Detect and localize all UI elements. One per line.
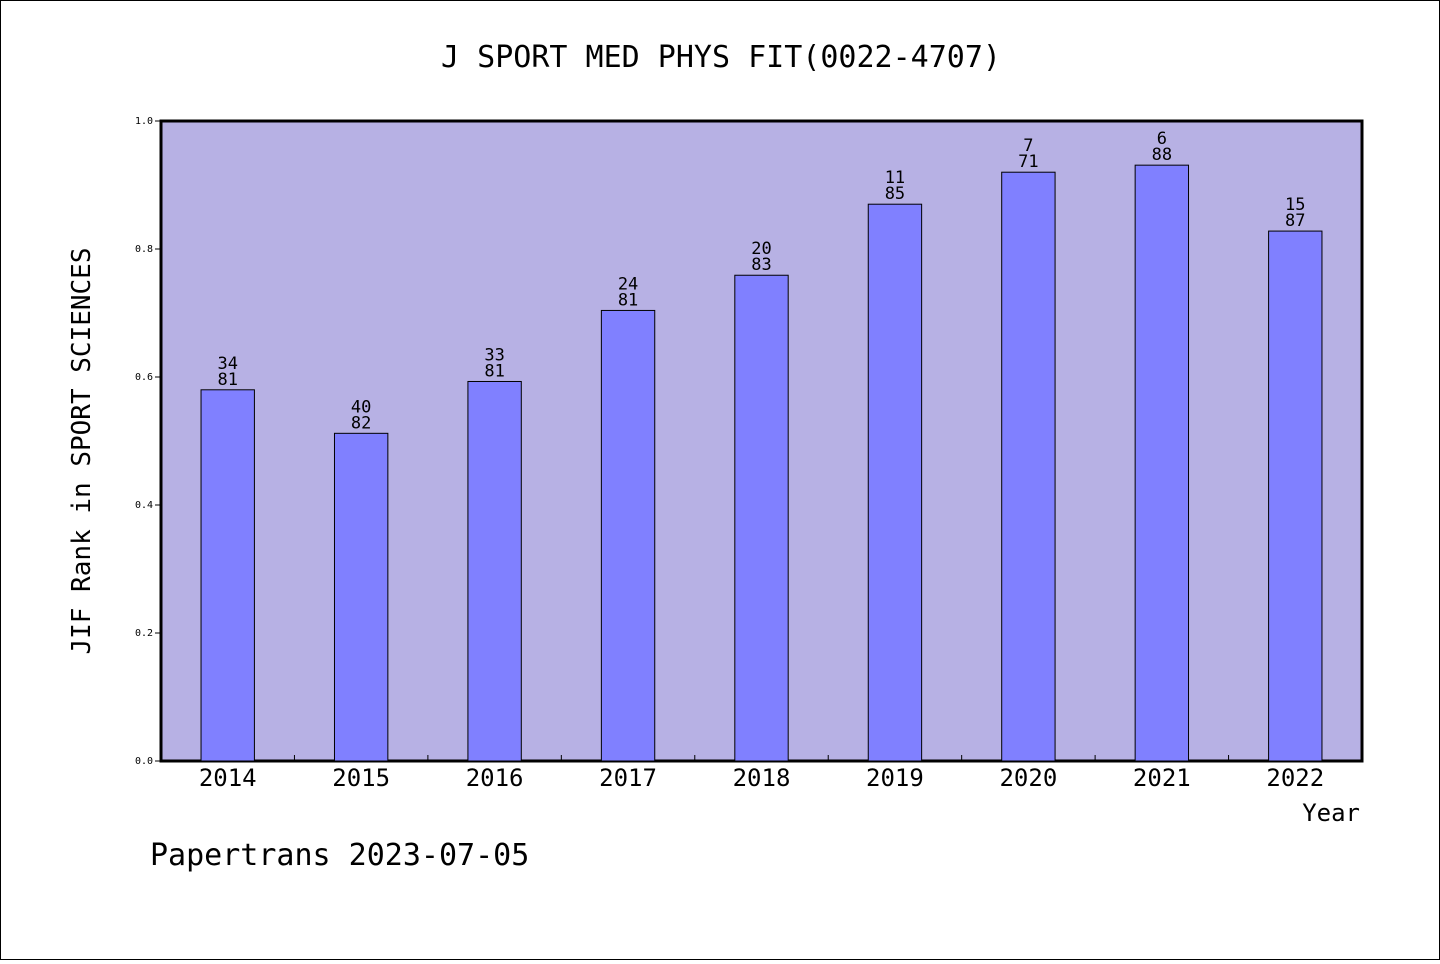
y-axis: 0.0 0.2 0.4 0.6 0.8 1.0: [135, 116, 161, 767]
bar: [1001, 171, 1056, 762]
bar: [1268, 230, 1323, 762]
bar: [1134, 164, 1190, 762]
bar: [467, 380, 522, 762]
x-tick-label: 2021: [1133, 764, 1191, 792]
bar-rank-label: 7: [1023, 136, 1033, 156]
bar-total-label: 83: [751, 255, 771, 275]
y-tick-label: 0.2: [135, 628, 153, 639]
x-tick-label: 2022: [1266, 764, 1324, 792]
x-tick-label: 2019: [866, 764, 924, 792]
bar-rank-label: 20: [751, 239, 771, 259]
x-tick-label: 2018: [733, 764, 791, 792]
y-tick-label: 0.4: [135, 500, 153, 511]
y-tick-label: 1.0: [135, 116, 153, 127]
x-tick-label: 2020: [999, 764, 1057, 792]
bar: [734, 274, 789, 762]
y-tick-label: 0.6: [135, 372, 153, 383]
bar-rank-label: 11: [885, 168, 905, 188]
bar: [867, 203, 923, 762]
y-axis-label: JIF Rank in SPORT SCIENCES: [67, 248, 97, 655]
bar-rank-label: 33: [484, 345, 504, 365]
x-axis: 2014 2015 2016 2017 2018 2019 2020 2021 2022: [199, 755, 1324, 792]
bar-rank-label: 24: [618, 274, 638, 294]
bar-rank-label: 15: [1285, 195, 1305, 215]
chart-title: J SPORT MED PHYS FIT(0022-4707): [441, 40, 1001, 75]
bar-series: [200, 164, 1323, 762]
bar: [200, 389, 255, 762]
bar-rank-label: 40: [351, 397, 371, 417]
x-axis-label: Year: [1302, 799, 1360, 827]
x-tick-label: 2017: [599, 764, 657, 792]
bar-total-label: 88: [1152, 145, 1172, 165]
x-tick-label: 2016: [466, 764, 524, 792]
bar-total-label: 71: [1018, 152, 1038, 172]
bar-total-label: 81: [618, 290, 638, 310]
x-tick-label: 2015: [332, 764, 390, 792]
bar-rank-label: 6: [1157, 129, 1167, 149]
bar-rank-label: 34: [217, 354, 237, 374]
y-tick-label: 0.0: [135, 756, 153, 767]
footer-text: Papertrans 2023-07-05: [150, 838, 529, 873]
bar-total-label: 81: [217, 370, 237, 390]
bar-total-label: 81: [484, 361, 504, 381]
bar-total-label: 85: [885, 184, 905, 204]
y-tick-label: 0.8: [135, 244, 153, 255]
bar: [600, 309, 656, 762]
x-tick-label: 2014: [199, 764, 257, 792]
bar: [333, 432, 389, 762]
bar-total-label: 82: [351, 413, 371, 433]
bar-total-label: 87: [1285, 211, 1305, 231]
